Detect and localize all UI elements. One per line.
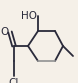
Text: O: O xyxy=(1,27,9,37)
Text: HO: HO xyxy=(21,11,37,21)
Text: Cl: Cl xyxy=(9,78,19,83)
